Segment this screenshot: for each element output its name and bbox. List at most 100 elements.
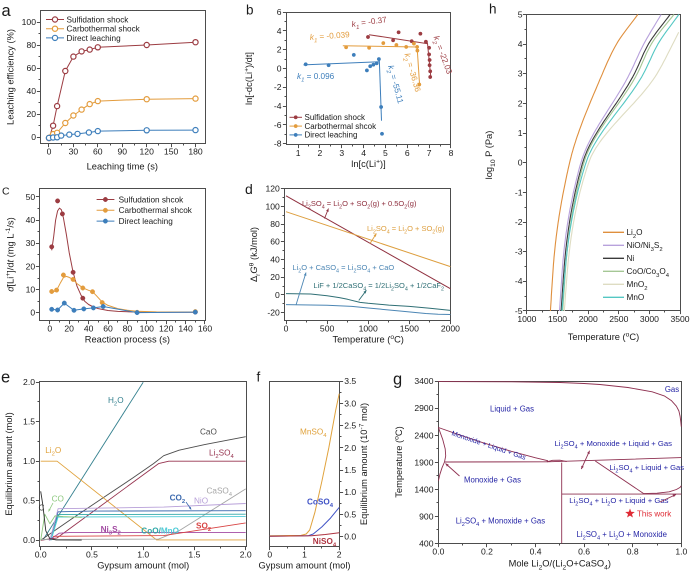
svg-text:100: 100 bbox=[140, 323, 155, 333]
svg-text:6: 6 bbox=[405, 148, 410, 158]
svg-text:60: 60 bbox=[270, 237, 280, 247]
svg-text:1.5: 1.5 bbox=[23, 417, 35, 427]
svg-text:100: 100 bbox=[22, 17, 37, 27]
svg-text:1.0: 1.0 bbox=[23, 456, 35, 466]
svg-text:Li2O: Li2O bbox=[45, 446, 61, 458]
svg-text:0: 0 bbox=[31, 132, 36, 142]
svg-text:10: 10 bbox=[26, 285, 36, 295]
svg-text:2000: 2000 bbox=[579, 314, 598, 324]
svg-text:2.0: 2.0 bbox=[344, 443, 356, 453]
svg-text:Li2SO4 + Monoxide + Liquid + G: Li2SO4 + Monoxide + Liquid + Gas bbox=[555, 439, 673, 451]
svg-text:2900: 2900 bbox=[414, 403, 433, 413]
svg-text:0: 0 bbox=[30, 308, 35, 318]
svg-text:1.5: 1.5 bbox=[344, 465, 356, 475]
svg-text:k1 = -0.039: k1 = -0.039 bbox=[310, 30, 351, 44]
svg-text:7: 7 bbox=[427, 148, 432, 158]
svg-text:CoO/MnO: CoO/MnO bbox=[141, 527, 179, 536]
svg-text:Carbothermal shock: Carbothermal shock bbox=[67, 25, 141, 34]
svg-text:1400: 1400 bbox=[414, 484, 433, 494]
svg-text:Carbothermal shcok: Carbothermal shcok bbox=[305, 122, 378, 131]
svg-text:Li2SO4 = Li2O + SO2(g) + 0.5O2: Li2SO4 = Li2O + SO2(g) + 0.5O2(g) bbox=[302, 199, 417, 210]
svg-text:Gypsum amount (mol): Gypsum amount (mol) bbox=[97, 561, 189, 571]
svg-text:0: 0 bbox=[284, 323, 289, 333]
svg-text:Direct leaching: Direct leaching bbox=[119, 217, 174, 226]
svg-text:3.0: 3.0 bbox=[344, 398, 356, 408]
svg-text:Equilibrium amount (mol): Equilibrium amount (mol) bbox=[4, 412, 14, 515]
svg-text:0: 0 bbox=[47, 323, 52, 333]
svg-text:1000: 1000 bbox=[359, 323, 378, 333]
svg-text:log10 P (Pa): log10 P (Pa) bbox=[484, 131, 497, 180]
svg-text:6: 6 bbox=[277, 7, 282, 17]
svg-text:0.0: 0.0 bbox=[344, 532, 356, 542]
svg-text:-5: -5 bbox=[515, 306, 523, 316]
svg-text:This work: This work bbox=[637, 510, 672, 519]
svg-text:h: h bbox=[489, 2, 497, 17]
svg-text:60: 60 bbox=[103, 323, 113, 333]
svg-text:500: 500 bbox=[320, 323, 335, 333]
svg-text:2400: 2400 bbox=[414, 430, 433, 440]
svg-text:3400: 3400 bbox=[414, 376, 433, 386]
svg-text:0.0: 0.0 bbox=[35, 550, 47, 560]
svg-text:-1: -1 bbox=[515, 187, 523, 197]
svg-text:-2: -2 bbox=[515, 217, 523, 227]
svg-text:2: 2 bbox=[277, 45, 282, 55]
svg-text:120: 120 bbox=[140, 147, 155, 157]
svg-text:NiO/Ni3S2: NiO/Ni3S2 bbox=[627, 241, 663, 253]
svg-text:Equilibrium amount (10-7 mol): Equilibrium amount (10-7 mol) bbox=[358, 403, 369, 525]
svg-text:40: 40 bbox=[26, 86, 36, 96]
svg-text:1.0: 1.0 bbox=[137, 550, 149, 560]
svg-text:Direct leaching: Direct leaching bbox=[67, 34, 122, 43]
svg-text:150: 150 bbox=[164, 147, 179, 157]
svg-text:CO: CO bbox=[52, 495, 64, 504]
svg-text:b: b bbox=[246, 3, 254, 18]
svg-text:MnSO4: MnSO4 bbox=[300, 428, 327, 440]
svg-text:d[Li+]/dt (mg L-1/s): d[Li+]/dt (mg L-1/s) bbox=[5, 217, 16, 291]
svg-text:0.5: 0.5 bbox=[344, 509, 356, 519]
svg-text:Li2O + CaSO4 = Li2SO4 + CaO: Li2O + CaSO4 = Li2SO4 + CaO bbox=[292, 263, 394, 274]
svg-text:1: 1 bbox=[302, 550, 307, 560]
svg-text:Li2O: Li2O bbox=[627, 228, 643, 240]
svg-text:140: 140 bbox=[178, 323, 193, 333]
svg-text:60: 60 bbox=[26, 63, 36, 73]
svg-text:0: 0 bbox=[47, 147, 52, 157]
svg-text:20: 20 bbox=[26, 261, 36, 271]
svg-text:SO2: SO2 bbox=[196, 522, 212, 534]
svg-text:1: 1 bbox=[518, 128, 523, 138]
svg-text:C: C bbox=[2, 186, 10, 198]
svg-text:Ni: Ni bbox=[627, 254, 635, 263]
svg-text:CO2: CO2 bbox=[170, 494, 186, 506]
svg-text:1500: 1500 bbox=[400, 323, 419, 333]
svg-text:0.0: 0.0 bbox=[432, 547, 444, 557]
svg-text:2.0: 2.0 bbox=[240, 550, 252, 560]
svg-text:180: 180 bbox=[188, 147, 203, 157]
svg-text:0.0: 0.0 bbox=[23, 535, 35, 545]
svg-text:-6: -6 bbox=[274, 120, 282, 130]
svg-text:Ni3S2: Ni3S2 bbox=[101, 525, 122, 537]
svg-text:30: 30 bbox=[26, 238, 36, 248]
svg-text:Li2SO4 = Li2O + SO2(g): Li2SO4 = Li2O + SO2(g) bbox=[367, 224, 445, 235]
svg-text:Temperature (oC): Temperature (oC) bbox=[568, 331, 639, 342]
svg-text:0.8: 0.8 bbox=[627, 547, 639, 557]
svg-text:100: 100 bbox=[265, 201, 280, 211]
svg-text:0.6: 0.6 bbox=[578, 547, 590, 557]
svg-text:1900: 1900 bbox=[414, 457, 433, 467]
svg-text:Li2SO4 + Li2O + Monoxide: Li2SO4 + Li2O + Monoxide bbox=[577, 530, 667, 542]
svg-text:CoO/Co3O4: CoO/Co3O4 bbox=[627, 267, 670, 279]
svg-text:a: a bbox=[2, 2, 12, 20]
svg-text:ln[-dc(Li+)/dt]: ln[-dc(Li+)/dt] bbox=[243, 52, 254, 105]
svg-text:Direct leaching: Direct leaching bbox=[305, 131, 358, 140]
svg-text:2: 2 bbox=[337, 550, 342, 560]
svg-text:30: 30 bbox=[69, 147, 79, 157]
svg-text:2: 2 bbox=[318, 148, 323, 158]
svg-text:8: 8 bbox=[449, 148, 454, 158]
svg-text:C: C bbox=[39, 504, 45, 513]
svg-text:H2O: H2O bbox=[108, 396, 124, 408]
svg-text:60: 60 bbox=[93, 147, 103, 157]
svg-text:2.0: 2.0 bbox=[23, 377, 35, 387]
svg-text:k1 = -0.37: k1 = -0.37 bbox=[351, 15, 388, 32]
svg-text:Li2SO4 + Liquid + Gas: Li2SO4 + Liquid + Gas bbox=[610, 463, 685, 475]
svg-text:40: 40 bbox=[26, 215, 36, 225]
svg-text:Reaction process (s): Reaction process (s) bbox=[85, 335, 170, 345]
svg-text:Li2SO4 + Li2O + Liquid + Gas: Li2SO4 + Li2O + Liquid + Gas bbox=[569, 496, 668, 508]
svg-text:40: 40 bbox=[270, 254, 280, 264]
